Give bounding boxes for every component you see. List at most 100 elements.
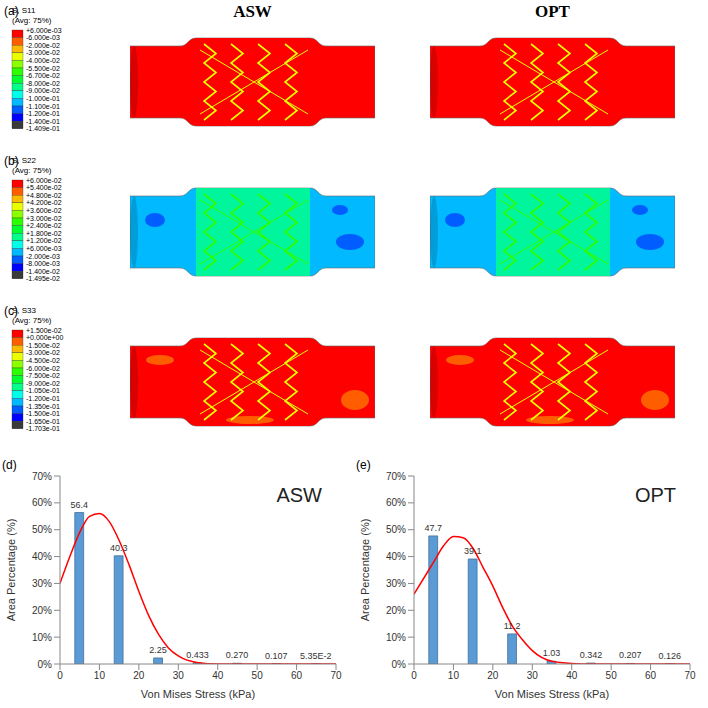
svg-text:50%: 50% xyxy=(32,524,52,535)
svg-text:-7.500e-02: -7.500e-02 xyxy=(26,372,60,379)
svg-text:+5.400e-02: +5.400e-02 xyxy=(26,184,62,191)
html-text:ASW: ASW xyxy=(276,484,322,506)
svg-text:30: 30 xyxy=(527,670,539,681)
svg-text:0.342: 0.342 xyxy=(580,650,603,660)
svg-text:+6.000e-03: +6.000e-03 xyxy=(26,27,62,34)
svg-text:(Avg: 75%): (Avg: 75%) xyxy=(12,16,52,25)
svg-text:0.107: 0.107 xyxy=(265,651,288,661)
svg-text:S, S33: S, S33 xyxy=(12,306,37,315)
svg-text:-1.050e-01: -1.050e-01 xyxy=(26,387,60,394)
svg-text:-1.100e-01: -1.100e-01 xyxy=(26,103,60,110)
svg-text:+4.800e-02: +4.800e-02 xyxy=(26,192,62,199)
svg-text:+2.400e-02: +2.400e-02 xyxy=(26,222,62,229)
svg-text:30%: 30% xyxy=(32,578,52,589)
svg-text:+0.000e+00: +0.000e+00 xyxy=(26,334,63,341)
svg-text:-1.400e-02: -1.400e-02 xyxy=(26,268,60,275)
svg-text:70%: 70% xyxy=(32,471,52,482)
html-text:OPT: OPT xyxy=(634,484,676,506)
svg-text:0.433: 0.433 xyxy=(186,650,209,660)
svg-text:5.35E-2: 5.35E-2 xyxy=(300,651,332,661)
svg-text:S, S22: S, S22 xyxy=(12,156,37,165)
svg-text:-1.500e-02: -1.500e-02 xyxy=(26,342,60,349)
svg-text:50: 50 xyxy=(606,670,618,681)
svg-text:Von Mises Stress (kPa): Von Mises Stress (kPa) xyxy=(495,688,609,700)
svg-text:-1.495e-02: -1.495e-02 xyxy=(26,275,60,282)
svg-text:-5.500e-02: -5.500e-02 xyxy=(26,65,60,72)
svg-text:Area Percentage (%): Area Percentage (%) xyxy=(359,519,371,622)
svg-text:-1.000e-01: -1.000e-01 xyxy=(26,95,60,102)
svg-text:1.03: 1.03 xyxy=(543,648,561,658)
svg-text:-1.500e-01: -1.500e-01 xyxy=(26,410,60,417)
svg-text:0%: 0% xyxy=(392,659,407,670)
svg-text:-1.650e-01: -1.650e-01 xyxy=(26,418,60,425)
svg-text:0%: 0% xyxy=(38,659,53,670)
svg-text:+6.000e-02: +6.000e-02 xyxy=(26,177,62,184)
svg-text:40%: 40% xyxy=(386,551,406,562)
svg-text:20%: 20% xyxy=(32,605,52,616)
svg-text:-1.400e-01: -1.400e-01 xyxy=(26,118,60,125)
svg-text:-1.409e-01: -1.409e-01 xyxy=(26,125,60,132)
svg-text:10%: 10% xyxy=(386,632,406,643)
svg-text:20: 20 xyxy=(133,670,145,681)
svg-text:30: 30 xyxy=(173,670,185,681)
svg-text:70: 70 xyxy=(330,670,342,681)
svg-text:-4.000e-02: -4.000e-02 xyxy=(26,57,60,64)
svg-text:-1.703e-01: -1.703e-01 xyxy=(26,425,60,432)
svg-text:-3.000e-02: -3.000e-02 xyxy=(26,349,60,356)
svg-text:40: 40 xyxy=(212,670,224,681)
svg-text:40.3: 40.3 xyxy=(110,543,128,553)
svg-text:(Avg: 75%): (Avg: 75%) xyxy=(12,166,52,175)
svg-text:30%: 30% xyxy=(386,578,406,589)
svg-text:-6.000e-02: -6.000e-02 xyxy=(26,365,60,372)
svg-text:10%: 10% xyxy=(32,632,52,643)
svg-text:(Avg: 75%): (Avg: 75%) xyxy=(12,316,52,325)
svg-text:+3.600e-02: +3.600e-02 xyxy=(26,207,62,214)
svg-text:+1.800e-02: +1.800e-02 xyxy=(26,230,62,237)
svg-text:0.270: 0.270 xyxy=(226,650,249,660)
svg-text:11.2: 11.2 xyxy=(504,621,521,631)
svg-text:2.25: 2.25 xyxy=(149,645,167,655)
svg-text:60%: 60% xyxy=(32,497,52,508)
svg-text:40: 40 xyxy=(566,670,578,681)
svg-text:Von Mises Stress (kPa): Von Mises Stress (kPa) xyxy=(141,688,255,700)
svg-text:56.4: 56.4 xyxy=(70,500,88,510)
svg-text:0.207: 0.207 xyxy=(619,650,642,660)
svg-text:+6.000e-03: +6.000e-03 xyxy=(26,245,62,252)
svg-text:0: 0 xyxy=(57,670,63,681)
svg-text:39.1: 39.1 xyxy=(464,546,482,556)
svg-text:-1.350e-01: -1.350e-01 xyxy=(26,403,60,410)
svg-text:-2.000e-02: -2.000e-02 xyxy=(26,42,60,49)
svg-text:-3.000e-02: -3.000e-02 xyxy=(26,49,60,56)
svg-text:40%: 40% xyxy=(32,551,52,562)
svg-text:S, S11: S, S11 xyxy=(12,6,36,15)
svg-text:60%: 60% xyxy=(386,497,406,508)
svg-text:10: 10 xyxy=(448,670,460,681)
svg-text:20: 20 xyxy=(487,670,499,681)
svg-text:10: 10 xyxy=(94,670,106,681)
svg-text:Area Percentage (%): Area Percentage (%) xyxy=(5,519,17,622)
svg-text:-9.000e-02: -9.000e-02 xyxy=(26,87,60,94)
svg-text:20%: 20% xyxy=(386,605,406,616)
svg-text:60: 60 xyxy=(645,670,657,681)
svg-text:-1.200e-01: -1.200e-01 xyxy=(26,395,60,402)
svg-text:70%: 70% xyxy=(386,471,406,482)
svg-text:+3.000e-02: +3.000e-02 xyxy=(26,215,62,222)
svg-text:+1.200e-02: +1.200e-02 xyxy=(26,237,62,244)
svg-text:-6.000e-03: -6.000e-03 xyxy=(26,34,60,41)
svg-text:0.126: 0.126 xyxy=(659,651,682,661)
svg-text:50: 50 xyxy=(252,670,264,681)
svg-text:-2.000e-03: -2.000e-03 xyxy=(26,253,60,260)
svg-text:50%: 50% xyxy=(386,524,406,535)
svg-text:0: 0 xyxy=(411,670,417,681)
svg-text:47.7: 47.7 xyxy=(424,523,442,533)
svg-text:-4.500e-02: -4.500e-02 xyxy=(26,357,60,364)
svg-text:-9.000e-02: -9.000e-02 xyxy=(26,380,60,387)
svg-text:+4.200e-02: +4.200e-02 xyxy=(26,199,62,206)
svg-text:+1.500e-02: +1.500e-02 xyxy=(26,327,62,334)
svg-text:-6.700e-02: -6.700e-02 xyxy=(26,72,60,79)
svg-text:-1.200e-01: -1.200e-01 xyxy=(26,110,60,117)
svg-text:-8.000e-02: -8.000e-02 xyxy=(26,80,60,87)
svg-text:-8.000e-03: -8.000e-03 xyxy=(26,260,60,267)
svg-text:60: 60 xyxy=(291,670,303,681)
svg-text:70: 70 xyxy=(684,670,696,681)
